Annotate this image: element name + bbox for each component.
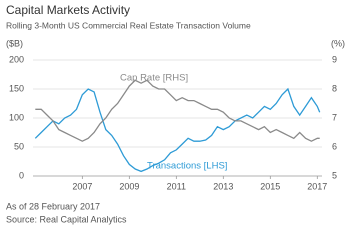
y-tick-label: 200 [9, 54, 24, 64]
x-tick-label: 2007 [72, 181, 92, 191]
x-tick-label: 2017 [307, 181, 327, 191]
y-axis-label: ($B) [6, 38, 23, 48]
line-series [35, 79, 320, 142]
y2-tick-label: 8 [332, 83, 337, 93]
y2-tick-label: 6 [332, 141, 337, 151]
chart-subtitle: Rolling 3-Month US Commercial Real Estat… [6, 20, 251, 30]
footnote: As of 28 February 2017 [6, 201, 100, 211]
footnote: Source: Real Capital Analytics [6, 214, 127, 224]
chart: Capital Markets Activity Rolling 3-Month… [6, 3, 345, 224]
x-tick-label: 2015 [260, 181, 280, 191]
y-tick-label: 100 [9, 112, 24, 122]
series-label: Cap Rate [RHS] [120, 73, 188, 84]
y-tick-label: 150 [9, 83, 24, 93]
y2-tick-label: 9 [332, 54, 337, 64]
chart-title: Capital Markets Activity [6, 3, 130, 17]
line-series [34, 87, 321, 173]
x-tick-label: 2009 [119, 181, 139, 191]
y-tick-label: 50 [14, 141, 24, 151]
y2-axis-label: (%) [331, 38, 345, 48]
x-tick-label: 2011 [167, 181, 186, 191]
x-tick-label: 2013 [213, 181, 233, 191]
y-tick-label: 0 [19, 170, 24, 180]
series-label: Transactions [LHS] [147, 161, 227, 172]
y2-tick-label: 7 [332, 112, 337, 122]
y2-tick-label: 5 [332, 170, 337, 180]
